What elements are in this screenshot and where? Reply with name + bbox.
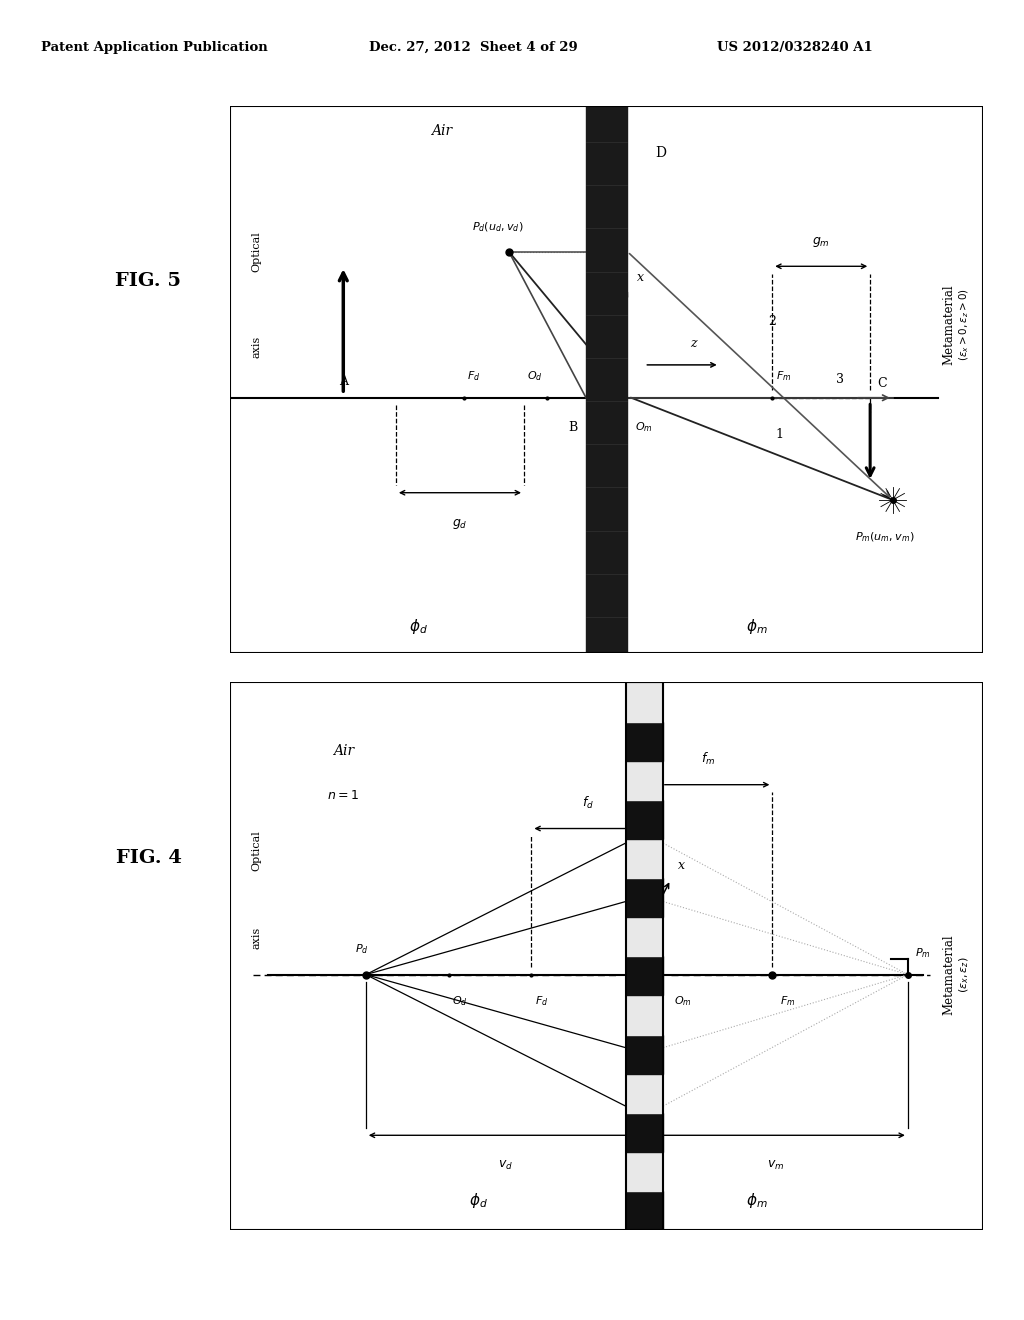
Bar [626, 917, 664, 956]
Text: $g_d$: $g_d$ [453, 516, 468, 531]
Bar [626, 682, 664, 722]
Bar [626, 995, 664, 1035]
Bar [626, 1113, 664, 1152]
Bar [626, 956, 664, 995]
Text: Patent Application Publication: Patent Application Publication [41, 41, 267, 54]
Text: axis: axis [252, 927, 262, 949]
Text: x: x [637, 271, 644, 284]
Text: FIG. 4: FIG. 4 [116, 849, 181, 867]
Text: 1: 1 [776, 428, 783, 441]
Text: $P_m$: $P_m$ [915, 946, 931, 960]
Text: C: C [878, 376, 887, 389]
Text: D: D [655, 145, 667, 160]
Text: Metamaterial: Metamaterial [943, 935, 955, 1015]
Text: Air: Air [333, 744, 354, 759]
Text: A: A [339, 375, 348, 388]
Bar [626, 1152, 664, 1191]
Text: axis: axis [252, 335, 262, 358]
Text: $F_d$: $F_d$ [536, 994, 549, 1007]
Bar [626, 800, 664, 840]
Text: $g_m$: $g_m$ [812, 235, 830, 249]
Text: $n=1$: $n=1$ [328, 789, 359, 803]
Text: $(\varepsilon_x>0,\varepsilon_z>0)$: $(\varepsilon_x>0,\varepsilon_z>0)$ [957, 288, 971, 362]
Text: $P_m(u_m,v_m)$: $P_m(u_m,v_m)$ [855, 531, 914, 544]
Text: $P_d(u_d,v_d)$: $P_d(u_d,v_d)$ [472, 220, 523, 234]
Text: 2: 2 [768, 314, 776, 327]
Text: $f_d$: $f_d$ [582, 795, 594, 810]
Text: $F_d$: $F_d$ [468, 370, 481, 383]
Text: $F_m$: $F_m$ [780, 994, 796, 1007]
Bar [626, 1073, 664, 1113]
Text: $\phi_m$: $\phi_m$ [746, 1191, 768, 1209]
Text: x: x [678, 859, 685, 871]
Text: $v_m$: $v_m$ [767, 1159, 784, 1172]
Text: $(\varepsilon_x,\varepsilon_z)$: $(\varepsilon_x,\varepsilon_z)$ [957, 956, 971, 993]
Text: $P_d$: $P_d$ [355, 942, 369, 957]
Text: $O_d$: $O_d$ [453, 994, 468, 1007]
Text: $O_m$: $O_m$ [675, 994, 692, 1007]
Text: 3: 3 [836, 374, 844, 387]
Text: $O_m$: $O_m$ [635, 421, 652, 434]
Text: $F_m$: $F_m$ [776, 370, 792, 383]
Text: Metamaterial: Metamaterial [943, 284, 955, 366]
Bar [626, 1191, 664, 1230]
Bar [626, 878, 664, 917]
Text: B: B [568, 421, 578, 434]
Bar [626, 840, 664, 878]
Text: $\phi_d$: $\phi_d$ [469, 1191, 488, 1209]
Text: $v_d$: $v_d$ [498, 1159, 513, 1172]
Text: Optical: Optical [252, 231, 262, 272]
Text: $\phi_d$: $\phi_d$ [410, 618, 428, 636]
Text: z: z [690, 337, 696, 350]
Text: Dec. 27, 2012  Sheet 4 of 29: Dec. 27, 2012 Sheet 4 of 29 [369, 41, 578, 54]
Bar [626, 682, 664, 1230]
Text: FIG. 5: FIG. 5 [116, 272, 181, 290]
Text: $\phi_m$: $\phi_m$ [746, 618, 768, 636]
Text: US 2012/0328240 A1: US 2012/0328240 A1 [717, 41, 872, 54]
Text: Air: Air [430, 124, 452, 137]
Bar [586, 106, 628, 653]
Bar [626, 722, 664, 760]
Text: $O_d$: $O_d$ [527, 370, 543, 383]
Bar [626, 760, 664, 800]
Text: $f_m$: $f_m$ [701, 751, 716, 767]
Bar [626, 1035, 664, 1073]
Text: Optical: Optical [252, 830, 262, 871]
